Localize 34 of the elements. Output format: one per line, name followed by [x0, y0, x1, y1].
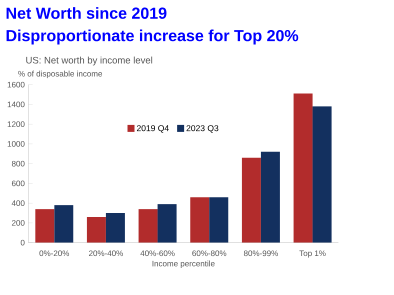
y-tick-label: 1000 [8, 141, 25, 147]
bar [294, 94, 313, 243]
x-axis-title: Income percentile [152, 260, 215, 268]
bar [138, 209, 158, 243]
y-tick-label: 200 [12, 220, 25, 226]
legend-label: 2019 Q4 [136, 125, 169, 133]
bar [190, 197, 210, 243]
bar [86, 216, 106, 243]
chart-subtitle: Disproportionate increase for Top 20% [6, 30, 298, 44]
bar [209, 197, 228, 243]
x-tick-label: 0%-20% [39, 250, 70, 256]
bar [242, 158, 261, 243]
chart-title: Net Worth since 2019 [6, 7, 166, 19]
bar [106, 213, 125, 243]
x-tick-label: 20%-40% [88, 250, 123, 256]
y-tick-label: 400 [12, 200, 25, 206]
y-tick-label: 1200 [8, 121, 25, 127]
legend-label: 2023 Q3 [186, 125, 218, 133]
bar [260, 152, 280, 243]
y-tick-label: 800 [12, 160, 25, 166]
y-tick-label: 1400 [8, 102, 25, 108]
x-tick-label: Top 1% [299, 250, 326, 258]
bar [158, 204, 177, 243]
bar [54, 205, 74, 243]
x-tick-label: 40%-60% [140, 250, 175, 256]
x-tick-label: 80%-99% [244, 250, 278, 256]
text: US: Net worth by income level [26, 56, 152, 66]
y-axis-title: % of disposable income [18, 70, 102, 78]
x-tick-label: 60%-80% [192, 250, 226, 256]
bar [312, 106, 332, 243]
bar [35, 209, 54, 243]
y-tick-label: 600 [12, 180, 25, 186]
y-tick-label: 1600 [8, 82, 25, 88]
y-tick-label: 0 [20, 240, 25, 246]
